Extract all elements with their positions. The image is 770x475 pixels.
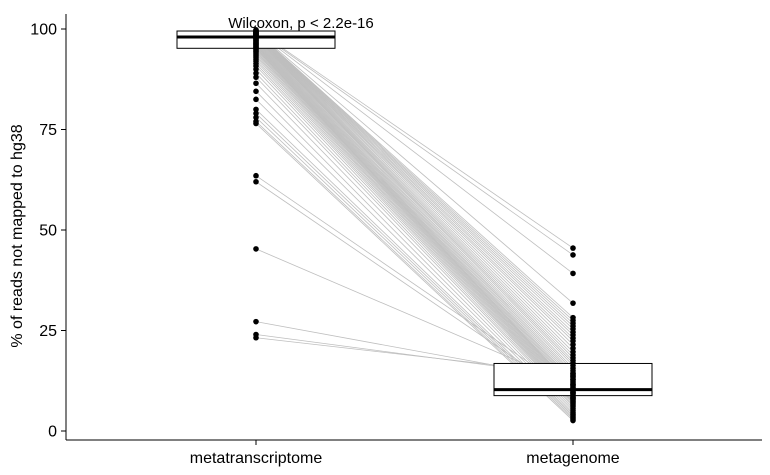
pair-line [255, 99, 574, 413]
y-ticks-layer: 0 25 50 75 100 [30, 22, 66, 441]
point-metatranscriptome [253, 178, 259, 185]
wilcoxon-annotation: Wilcoxon, p < 2.2e-16 [228, 15, 374, 32]
axes-layer [65, 14, 762, 441]
pair-line [255, 53, 574, 396]
pair-line [255, 41, 574, 378]
pair-line [255, 29, 574, 249]
pair-line [255, 37, 574, 364]
pair-line [255, 43, 574, 382]
pair-line [255, 36, 574, 356]
y-axis-title: % of reads not mapped to hg38 [9, 124, 26, 347]
pair-line [255, 41, 574, 376]
point-metagenome [570, 371, 576, 377]
point-metatranscriptome [253, 66, 259, 72]
pair-line [255, 82, 574, 409]
point-metagenome [570, 252, 576, 258]
pair-line [255, 68, 574, 404]
pair-line [255, 65, 574, 403]
pair-line [255, 46, 574, 387]
pair-line [255, 37, 574, 366]
pair-line [255, 91, 574, 411]
pair-line [255, 30, 574, 274]
points-layer [253, 27, 576, 424]
x-tick-label: metagenome [526, 450, 619, 467]
x-tick-label: metatranscriptome [190, 450, 323, 467]
pair-line [255, 63, 574, 402]
pair-line [255, 35, 574, 349]
pair-line [255, 33, 574, 333]
y-tick-label: 25 [39, 323, 57, 340]
pair-line [255, 39, 574, 371]
pair-line [255, 56, 574, 398]
pair-line [255, 33, 574, 336]
point-metatranscriptome [253, 172, 259, 179]
pair-line [255, 34, 574, 342]
pair-line [255, 31, 574, 304]
point-metatranscriptome [253, 80, 259, 87]
pair-line [255, 34, 574, 339]
pair-line [255, 35, 574, 345]
pair-line [255, 45, 574, 385]
point-metagenome [570, 381, 576, 388]
pair-line [255, 32, 574, 327]
pair-line [255, 55, 574, 397]
point-metatranscriptome [253, 106, 259, 113]
pair-line [255, 38, 574, 369]
y-tick-label: 0 [48, 424, 57, 441]
point-metagenome [570, 395, 576, 401]
pair-line [255, 37, 574, 361]
pair-line [255, 31, 574, 318]
pair-line [255, 52, 574, 394]
point-metagenome [570, 270, 576, 277]
point-metatranscriptome [253, 334, 259, 341]
pair-line [255, 35, 574, 353]
pair-line [255, 48, 574, 391]
x-ticks-layer: metatranscriptome metagenome [190, 440, 620, 467]
pair-line [255, 32, 574, 324]
pair-line [255, 31, 574, 321]
point-metatranscriptome [253, 318, 259, 325]
point-metatranscriptome [253, 246, 259, 252]
pair-line [255, 49, 574, 392]
pair-line [255, 175, 574, 394]
y-tick-label: 50 [39, 223, 57, 240]
pair-line [255, 60, 574, 400]
point-metagenome [570, 245, 576, 251]
pair-line [255, 248, 574, 386]
pair-line [255, 72, 574, 406]
point-metatranscriptome [253, 110, 259, 117]
point-metatranscriptome [253, 74, 259, 81]
point-metagenome [570, 390, 576, 396]
pair-line [255, 44, 574, 384]
point-metatranscriptome [253, 88, 259, 95]
point-metatranscriptome [253, 114, 259, 121]
pair-line [255, 36, 574, 359]
pair-line [255, 30, 574, 256]
point-metagenome [570, 300, 576, 306]
pair-line [255, 50, 574, 393]
point-metatranscriptome [253, 70, 259, 77]
y-tick-label: 100 [30, 22, 57, 39]
pair-line [255, 47, 574, 390]
pair-line [255, 76, 574, 407]
point-metatranscriptome [253, 96, 259, 103]
pair-line [255, 33, 574, 330]
pair-line [255, 40, 574, 374]
point-metagenome [570, 417, 576, 424]
y-tick-label: 75 [39, 122, 57, 139]
pair-line [255, 46, 574, 388]
pair-lines-layer [255, 29, 574, 421]
pair-line [255, 42, 574, 380]
point-metatranscriptome [253, 120, 259, 127]
pair-line [255, 58, 574, 399]
